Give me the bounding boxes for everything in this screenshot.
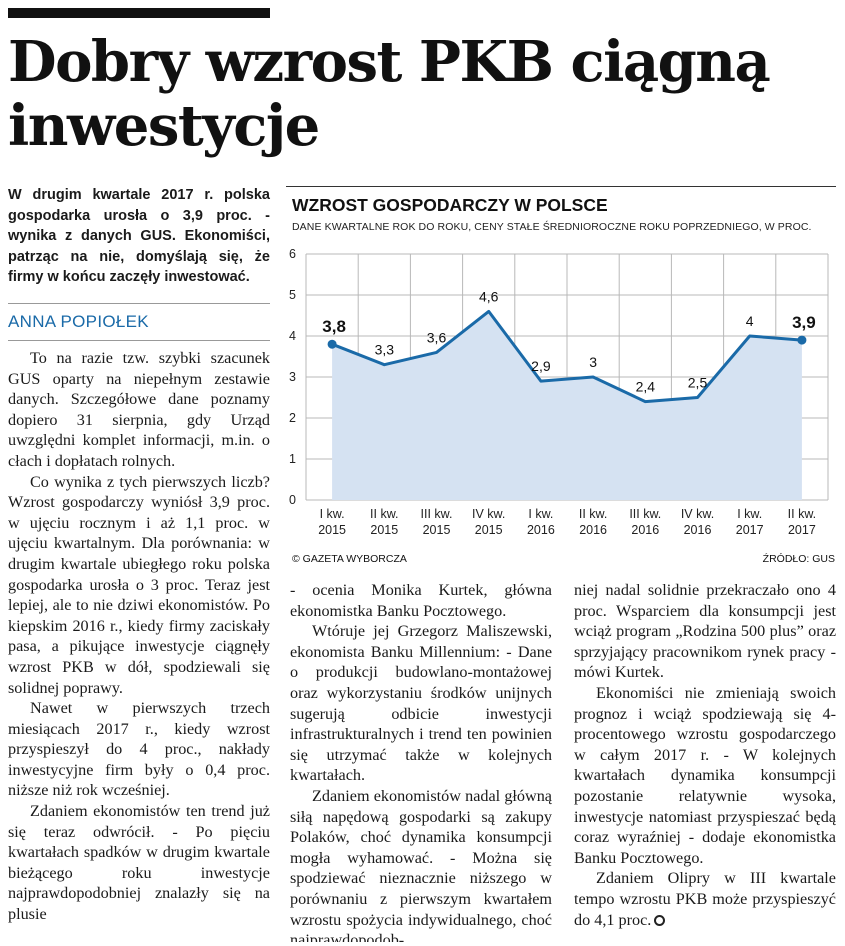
x-tick-label: I kw. [528,507,553,521]
x-tick-label: II kw. [788,507,816,521]
chart-source: ŹRÓDŁO: GUS [762,553,835,565]
divider [8,340,270,341]
x-tick-label: II kw. [579,507,607,521]
body-paragraph: Zdaniem ekonomistów nadal główną siłą na… [290,786,552,942]
divider [8,303,270,304]
top-rule [8,8,270,18]
x-tick-label: 2017 [788,523,816,537]
body-column-1: To na razie tzw. szybki szacunek GUS opa… [8,348,270,940]
end-mark-icon [654,915,666,927]
body-paragraph: Wtóruje jej Grzegorz Maliszewski, ekonom… [290,622,552,785]
y-tick-label: 5 [289,288,296,302]
x-tick-label: I kw. [320,507,345,521]
x-tick-label: 2015 [423,523,451,537]
x-tick-label: III kw. [421,507,453,521]
x-tick-label: II kw. [370,507,398,521]
x-tick-label: IV kw. [681,507,714,521]
body-column-2: - ocenia Monika Kurtek, główna ekonomist… [290,580,552,942]
data-label: 4,6 [479,288,499,304]
data-label: 3,3 [375,342,395,358]
closing-text: Zdaniem Olipry w III kwartale tempo wzro… [574,869,836,929]
lead-paragraph: W drugim kwartale 2017 r. polska gospoda… [8,187,270,285]
data-label: 4 [746,313,754,329]
y-tick-label: 6 [289,247,296,261]
data-label: 3,6 [427,329,447,345]
x-tick-label: I kw. [737,507,762,521]
body-paragraph: Co wynika z tych pierwszych liczb? Wzros… [8,472,270,697]
x-tick-label: 2017 [736,523,764,537]
body-paragraph: Zdaniem ekonomistów ten trend już się te… [8,802,270,924]
data-point [327,339,337,349]
data-label: 3,9 [792,313,816,332]
y-tick-label: 2 [289,411,296,425]
headline: Dobry wzrost PKB ciągną inwestycje [8,29,771,159]
x-tick-label: III kw. [629,507,661,521]
body-paragraph: niej nadal solidnie przekraczało ono 4 p… [574,581,836,682]
x-tick-label: 2015 [475,523,503,537]
gdp-chart: 0 1 2 3 4 5 6 3,8 3,3 3,6 4,6 2,9 3 2,4 2,5 4 3,9 I kw. 20… [289,247,829,537]
x-tick-label: 2016 [684,523,712,537]
chart-subtitle: DANE KWARTALNE ROK DO ROKU, CENY STAŁE Ś… [292,221,812,233]
series-area [332,311,802,500]
y-tick-label: 3 [289,370,296,384]
data-label: 2,4 [636,379,656,395]
y-tick-label: 0 [289,493,296,507]
body-paragraph: - ocenia Monika Kurtek, główna ekonomist… [290,581,552,620]
data-label: 2,5 [688,375,708,391]
x-tick-label: IV kw. [472,507,505,521]
y-tick-label: 4 [289,329,296,343]
y-tick-label: 1 [289,452,296,466]
chart-top-rule [286,186,836,187]
x-tick-label: 2016 [527,523,555,537]
body-paragraph: Nawet w pierwszych trzech miesiącach 201… [8,699,270,800]
data-point [797,335,807,345]
chart-title: WZROST GOSPODARCZY W POLSCE [292,195,608,215]
body-column-3: niej nadal solidnie przekraczało ono 4 p… [574,580,836,942]
data-label: 2,9 [531,358,551,374]
author-byline: ANNA POPIOŁEK [8,312,149,331]
chart-credit: © GAZETA WYBORCZA [292,553,407,565]
data-label: 3 [589,354,597,370]
body-paragraph: Zdaniem Olipry w III kwartale tempo wzro… [574,868,836,930]
data-label: 3,8 [322,317,346,336]
x-tick-label: 2016 [631,523,659,537]
body-paragraph: To na razie tzw. szybki szacunek GUS opa… [8,349,270,470]
x-tick-label: 2015 [370,523,398,537]
x-tick-label: 2015 [318,523,346,537]
x-tick-label: 2016 [579,523,607,537]
series-line [331,309,803,404]
body-paragraph: Ekonomiści nie zmieniają swoich prognoz … [574,683,836,867]
